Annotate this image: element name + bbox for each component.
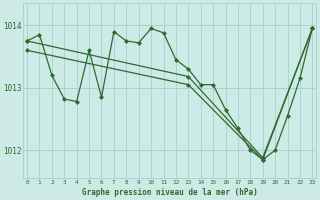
- X-axis label: Graphe pression niveau de la mer (hPa): Graphe pression niveau de la mer (hPa): [82, 188, 258, 197]
